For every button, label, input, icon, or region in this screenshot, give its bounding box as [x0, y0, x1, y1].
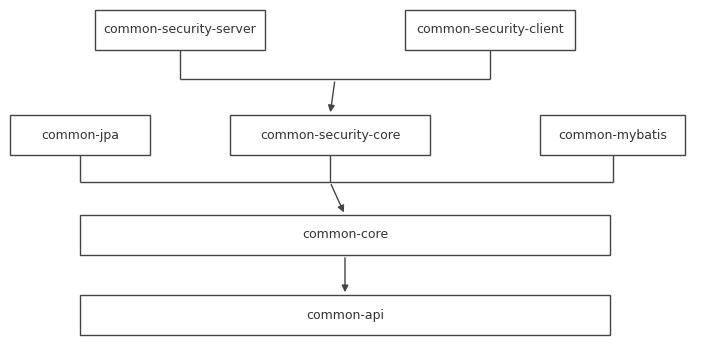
Text: common-security-client: common-security-client: [416, 23, 564, 37]
Bar: [230, 115, 430, 155]
Bar: [10, 115, 150, 155]
Text: common-security-core: common-security-core: [260, 128, 400, 141]
Text: common-core: common-core: [302, 228, 388, 242]
Bar: [80, 295, 610, 335]
Bar: [540, 115, 685, 155]
Text: common-security-server: common-security-server: [103, 23, 256, 37]
Text: common-api: common-api: [306, 308, 384, 322]
Bar: [95, 10, 265, 50]
Text: common-jpa: common-jpa: [41, 128, 119, 141]
Text: common-mybatis: common-mybatis: [558, 128, 667, 141]
Bar: [405, 10, 575, 50]
Bar: [80, 215, 610, 255]
